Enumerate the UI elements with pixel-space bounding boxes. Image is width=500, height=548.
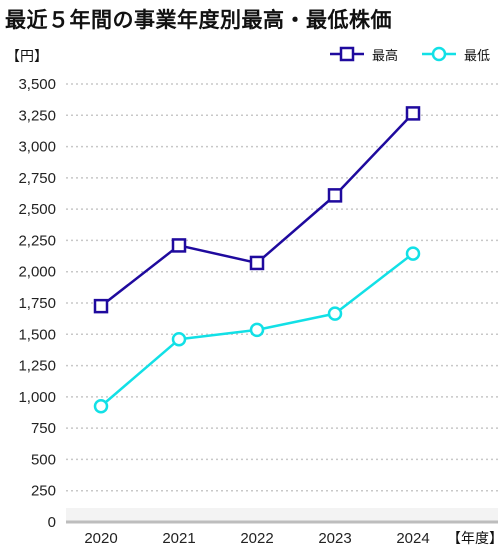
y-tick-label: 3,250 [18, 107, 56, 124]
data-point-low [249, 322, 265, 338]
x-tick-label: 2021 [162, 530, 195, 547]
y-tick-label: 2,250 [18, 232, 56, 249]
y-axis-unit-label: 【円】 [6, 49, 48, 65]
x-tick-label: 2020 [84, 530, 117, 547]
data-point-low [93, 398, 109, 414]
data-point-low [405, 246, 421, 261]
legend-high-label: 最高 [372, 48, 399, 64]
y-tick-label: 3,000 [18, 139, 56, 156]
y-tick-label: 500 [31, 451, 56, 468]
y-tick-label: 1,000 [18, 389, 56, 406]
y-tick-label: 1,250 [18, 358, 56, 375]
y-tick-label: 0 [48, 514, 56, 531]
x-tick-label: 2024 [396, 530, 429, 547]
y-tick-label: 250 [31, 483, 56, 500]
x-tick-label: 2022 [240, 530, 273, 547]
x-axis-unit-label: 【年度】 [447, 531, 500, 547]
y-tick-label: 750 [31, 420, 56, 437]
data-point-high [249, 255, 265, 271]
y-tick-label: 2,750 [18, 170, 56, 187]
x-tick-label: 2023 [318, 530, 351, 547]
y-tick-label: 2,500 [18, 201, 56, 218]
data-point-low [171, 332, 187, 347]
data-point-high [171, 238, 187, 253]
legend-item-low: 最低 [420, 44, 490, 64]
y-tick-label: 2,000 [18, 264, 56, 281]
legend-high-marker [330, 46, 364, 62]
legend-item-high: 最高 [328, 44, 398, 64]
plot-bottom-band [66, 508, 498, 522]
y-tick-label: 1,750 [18, 295, 56, 312]
data-point-high [327, 188, 343, 203]
y-tick-label: 1,500 [18, 326, 56, 343]
legend-low-label: 最低 [464, 48, 491, 64]
data-point-low [327, 306, 343, 321]
chart-title: 最近５年間の事業年度別最高・最低株価 [5, 8, 392, 32]
data-point-high [93, 298, 109, 314]
y-tick-label: 3,500 [18, 76, 56, 93]
legend-low-marker [422, 46, 456, 62]
data-point-high [405, 106, 421, 121]
